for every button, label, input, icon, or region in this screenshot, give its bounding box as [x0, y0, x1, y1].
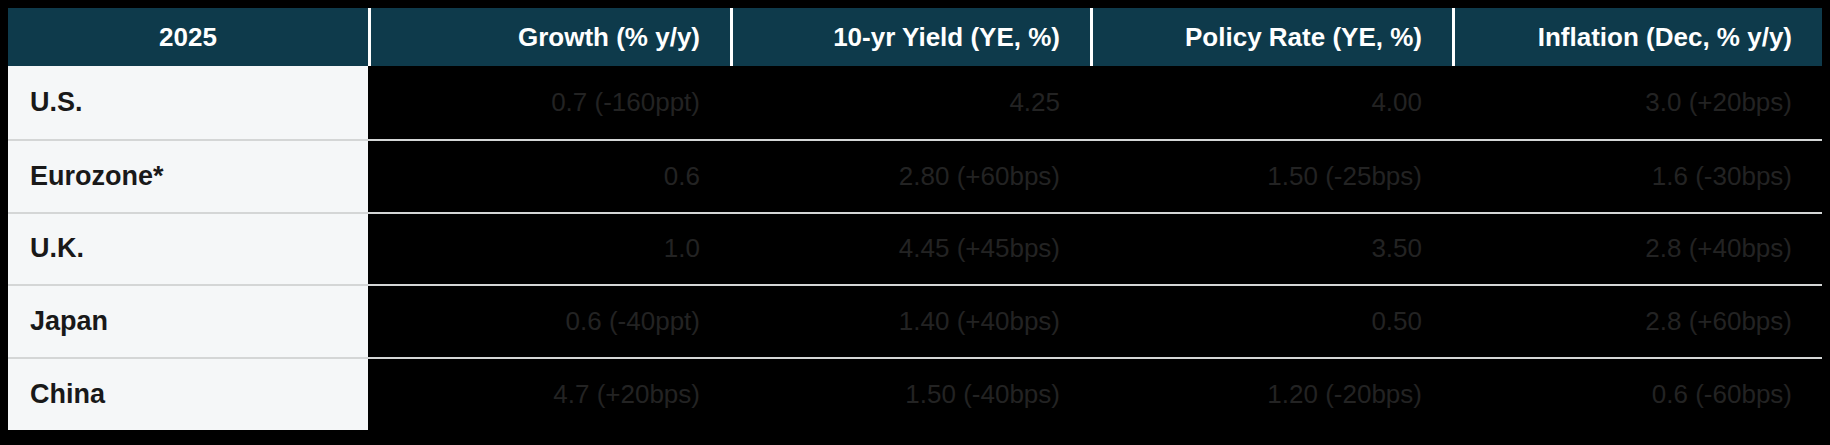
uk-growth-value: 1.0 [368, 212, 730, 285]
header-inflation: Inflation (Dec, % y/y) [1452, 8, 1822, 66]
macro-forecast-figure: 2025 Growth (% y/y) 10-yr Yield (YE, %) … [0, 0, 1830, 445]
us-inflation-value: 3.0 (+20bps) [1452, 66, 1822, 139]
us-policy-rate-value: 4.00 [1090, 66, 1452, 139]
row-label-eurozone: Eurozone* [8, 139, 368, 212]
header-growth: Growth (% y/y) [368, 8, 730, 66]
china-policy-rate-value: 1.20 (-20bps) [1090, 357, 1452, 430]
eurozone-growth-value: 0.6 [368, 139, 730, 212]
macro-forecast-table: 2025 Growth (% y/y) 10-yr Yield (YE, %) … [8, 8, 1822, 430]
header-year: 2025 [8, 8, 368, 66]
row-label-china: China [8, 357, 368, 430]
japan-inflation-value: 2.8 (+60bps) [1452, 284, 1822, 357]
header-10yr-yield: 10-yr Yield (YE, %) [730, 8, 1090, 66]
row-label-japan: Japan [8, 284, 368, 357]
china-yield-value: 1.50 (-40bps) [730, 357, 1090, 430]
japan-policy-rate-value: 0.50 [1090, 284, 1452, 357]
japan-growth-value: 0.6 (-40ppt) [368, 284, 730, 357]
japan-yield-value: 1.40 (+40bps) [730, 284, 1090, 357]
row-label-uk: U.K. [8, 212, 368, 285]
us-yield-value: 4.25 [730, 66, 1090, 139]
row-label-us: U.S. [8, 66, 368, 139]
eurozone-yield-value: 2.80 (+60bps) [730, 139, 1090, 212]
china-growth-value: 4.7 (+20bps) [368, 357, 730, 430]
us-growth-value: 0.7 (-160ppt) [368, 66, 730, 139]
header-policy-rate: Policy Rate (YE, %) [1090, 8, 1452, 66]
uk-inflation-value: 2.8 (+40bps) [1452, 212, 1822, 285]
uk-policy-rate-value: 3.50 [1090, 212, 1452, 285]
eurozone-policy-rate-value: 1.50 (-25bps) [1090, 139, 1452, 212]
china-inflation-value: 0.6 (-60bps) [1452, 357, 1822, 430]
eurozone-inflation-value: 1.6 (-30bps) [1452, 139, 1822, 212]
uk-yield-value: 4.45 (+45bps) [730, 212, 1090, 285]
